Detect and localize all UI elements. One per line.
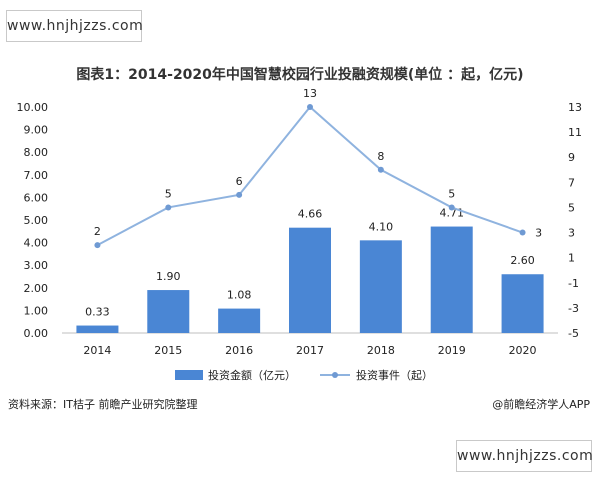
line-data-label: 2 bbox=[94, 225, 101, 238]
y-left-tick-label: 9.00 bbox=[24, 124, 49, 137]
bar bbox=[501, 274, 544, 333]
bar bbox=[218, 308, 261, 333]
line-data-label: 3 bbox=[535, 227, 542, 240]
y-right-tick-label: -3 bbox=[568, 302, 579, 315]
credit-note: @前瞻经济学人APP bbox=[492, 398, 590, 411]
y-right-tick-label: 9 bbox=[568, 151, 575, 164]
bar-data-label: 4.66 bbox=[298, 208, 323, 221]
line-point bbox=[165, 204, 172, 211]
y-right-tick-label: 5 bbox=[568, 201, 575, 214]
chart-title: 图表1：2014-2020年中国智慧校园行业投融资规模(单位 ：起，亿元) bbox=[76, 67, 524, 83]
x-tick-label: 2018 bbox=[367, 344, 395, 357]
legend-bar-label: 投资金额（亿元） bbox=[208, 368, 296, 382]
y-right-tick-label: -5 bbox=[568, 327, 579, 340]
bar bbox=[147, 290, 190, 333]
bar-data-label: 1.08 bbox=[227, 289, 252, 302]
bar-data-label: 4.10 bbox=[369, 220, 394, 233]
line-data-label: 13 bbox=[303, 87, 317, 100]
bar bbox=[359, 240, 402, 333]
y-left-tick-label: 0.00 bbox=[24, 327, 49, 340]
watermark-badge-bottom: www.hnjhjzzs.com bbox=[456, 440, 593, 472]
y-right-tick-label: 7 bbox=[568, 176, 575, 189]
line-point bbox=[236, 191, 243, 198]
bar bbox=[76, 325, 119, 333]
x-tick-label: 2017 bbox=[296, 344, 324, 357]
y-right-tick-label: 13 bbox=[568, 101, 582, 114]
legend-bar-swatch bbox=[175, 370, 203, 380]
line-data-label: 8 bbox=[377, 150, 384, 163]
y-left-tick-label: 2.00 bbox=[24, 282, 49, 295]
line-point bbox=[448, 204, 455, 211]
source-note: 资料来源：IT桔子 前瞻产业研究院整理 bbox=[8, 398, 198, 411]
bar-data-label: 0.33 bbox=[85, 306, 110, 319]
y-left-tick-label: 1.00 bbox=[24, 304, 49, 317]
line-point bbox=[519, 229, 526, 236]
x-tick-label: 2016 bbox=[225, 344, 253, 357]
y-right-tick-label: 11 bbox=[568, 126, 582, 139]
y-left-tick-label: 3.00 bbox=[24, 259, 49, 272]
x-tick-label: 2020 bbox=[509, 344, 537, 357]
x-tick-label: 2015 bbox=[154, 344, 182, 357]
legend-line-label: 投资事件（起） bbox=[356, 368, 433, 382]
y-left-tick-label: 4.00 bbox=[24, 237, 49, 250]
x-tick-label: 2019 bbox=[438, 344, 466, 357]
y-left-tick-label: 10.00 bbox=[17, 101, 49, 114]
watermark-badge-top: www.hnjhjzzs.com bbox=[6, 10, 143, 42]
bar-data-label: 2.60 bbox=[510, 254, 535, 267]
y-right-tick-label: 3 bbox=[568, 227, 575, 240]
bar bbox=[289, 227, 331, 333]
x-tick-label: 2014 bbox=[83, 344, 111, 357]
y-left-tick-label: 6.00 bbox=[24, 191, 49, 204]
line-data-label: 5 bbox=[165, 187, 172, 200]
line-point bbox=[307, 104, 313, 110]
y-right-tick-label: 1 bbox=[568, 252, 575, 265]
bar bbox=[430, 226, 473, 333]
line-series bbox=[96, 105, 523, 246]
legend-line-marker bbox=[332, 372, 338, 378]
line-data-label: 5 bbox=[448, 187, 455, 200]
line-point bbox=[94, 242, 101, 249]
line-point bbox=[377, 166, 384, 173]
y-left-tick-label: 7.00 bbox=[24, 169, 49, 182]
y-left-tick-label: 5.00 bbox=[24, 214, 49, 227]
y-right-tick-label: -1 bbox=[568, 277, 579, 290]
y-left-tick-label: 8.00 bbox=[24, 146, 49, 159]
line-data-label: 6 bbox=[236, 175, 243, 188]
bar-data-label: 1.90 bbox=[156, 270, 181, 283]
